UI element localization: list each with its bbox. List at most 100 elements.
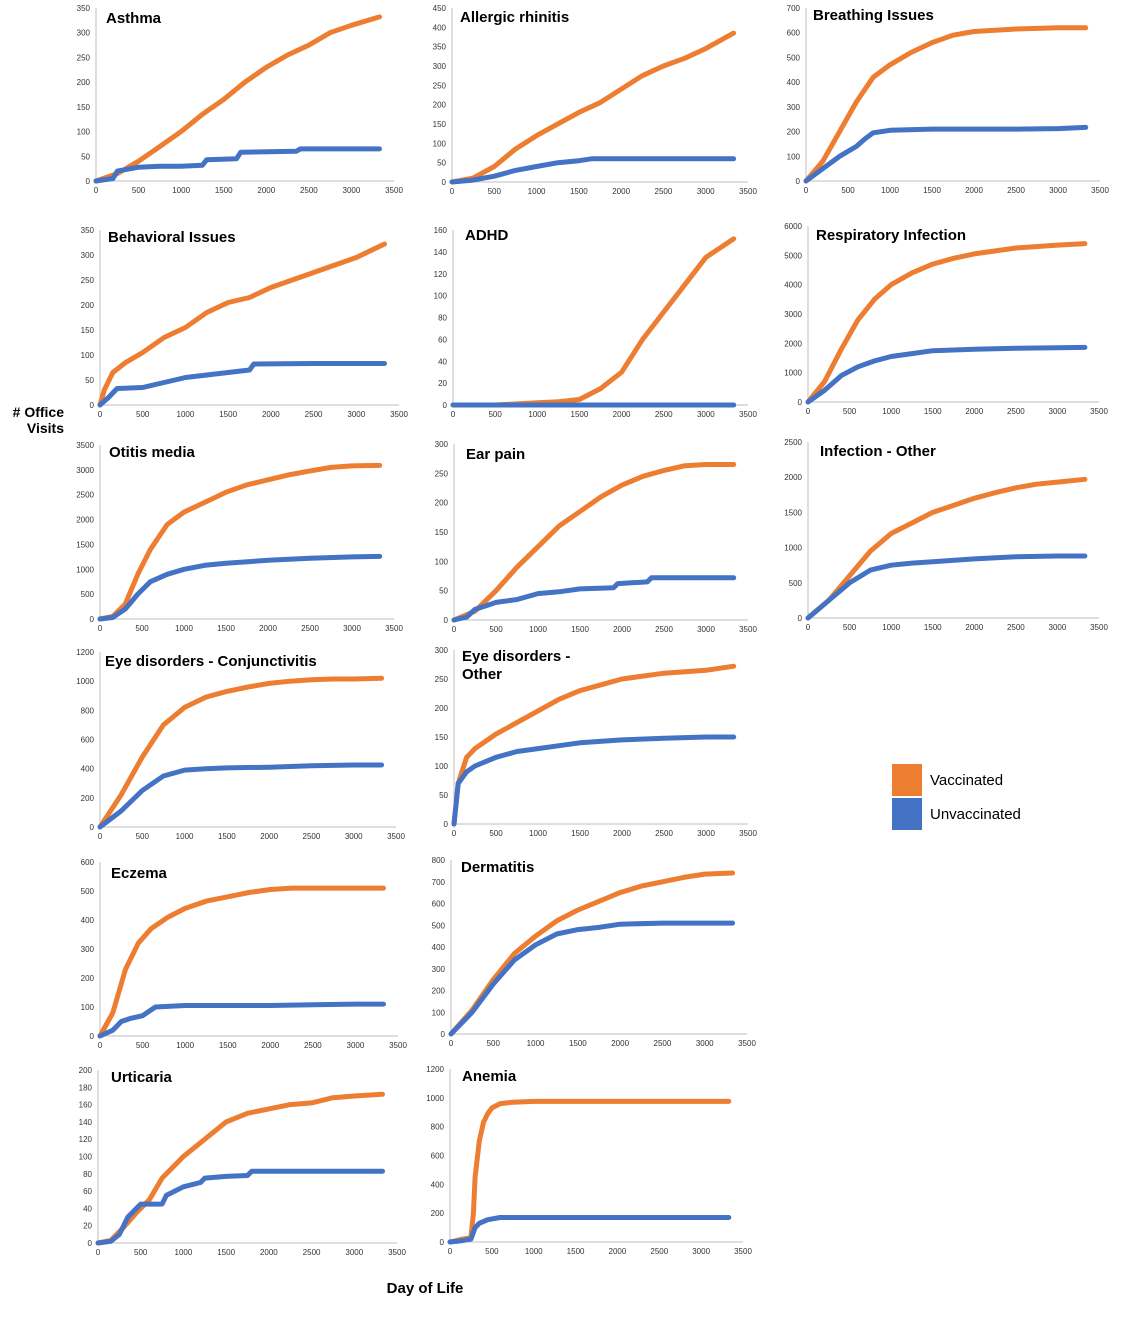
x-tick-label: 2000	[965, 407, 983, 416]
series-line-unvaccinated	[451, 734, 737, 827]
x-tick-label: 2000	[609, 1247, 627, 1256]
y-tick-label: 2500	[76, 491, 94, 500]
x-tick-label: 3500	[390, 410, 408, 419]
chart-title-line: Eye disorders -	[462, 648, 570, 665]
chart-title: Asthma	[106, 10, 162, 27]
y-tick-label: 350	[81, 226, 95, 235]
y-tick-label: 0	[90, 1032, 95, 1041]
y-tick-label: 500	[81, 887, 95, 896]
x-tick-label: 2500	[1007, 623, 1025, 632]
chart-panel: 0 20 40 60 80 100 120 140 160 0 500 1000 1500 2000 250…	[434, 226, 758, 419]
y-tick-label: 0	[796, 177, 801, 186]
x-tick-label: 0	[451, 410, 456, 419]
y-tick-label: 150	[433, 120, 447, 129]
y-tick-label: 450	[433, 4, 447, 13]
x-tick-label: 3000	[343, 624, 361, 633]
x-tick-label: 500	[488, 187, 502, 196]
x-tick-label: 2000	[260, 1248, 278, 1257]
y-tick-label: 5000	[784, 251, 802, 260]
x-tick-label: 2500	[655, 410, 673, 419]
y-tick-label: 80	[83, 1170, 92, 1179]
x-tick-label: 2500	[304, 1041, 322, 1050]
y-tick-label: 800	[432, 856, 446, 865]
y-tick-label: 700	[432, 878, 446, 887]
x-tick-label: 3000	[1049, 623, 1067, 632]
y-tick-label: 350	[77, 4, 91, 13]
y-tick-label: 200	[435, 499, 449, 508]
y-tick-label: 150	[435, 733, 449, 742]
y-tick-label: 100	[435, 762, 449, 771]
x-tick-label: 500	[134, 1248, 148, 1257]
series-line-vaccinated	[97, 885, 386, 1039]
x-tick-label: 3500	[385, 186, 403, 195]
chart-title: Dermatitis	[461, 859, 534, 876]
x-tick-label: 500	[487, 1039, 501, 1048]
y-tick-label: 1000	[784, 369, 802, 378]
x-tick-label: 3000	[1049, 186, 1067, 195]
x-tick-label: 3500	[1090, 407, 1108, 416]
y-tick-label: 0	[90, 401, 95, 410]
x-tick-label: 1000	[528, 410, 546, 419]
chart-title: Infection - Other	[820, 443, 936, 460]
x-tick-label: 1000	[176, 1041, 194, 1050]
y-tick-label: 700	[787, 4, 801, 13]
y-tick-label: 250	[435, 469, 449, 478]
x-tick-label: 2000	[260, 832, 278, 841]
x-tick-label: 0	[96, 1248, 101, 1257]
chart-panel: 0 100 200 300 400 500 600 700 800 0 500 1000 1500 200…	[432, 856, 757, 1048]
y-tick-label: 120	[434, 270, 448, 279]
x-tick-label: 0	[806, 623, 811, 632]
y-tick-label: 0	[86, 177, 91, 186]
y-tick-label: 2500	[784, 438, 802, 447]
x-tick-label: 0	[94, 186, 99, 195]
chart-title: ADHD	[465, 227, 508, 244]
x-tick-label: 1500	[569, 1039, 587, 1048]
series-line-vaccinated	[93, 14, 382, 184]
x-tick-label: 3500	[739, 829, 757, 838]
y-tick-label: 600	[81, 736, 95, 745]
x-tick-label: 0	[806, 407, 811, 416]
y-tick-label: 20	[438, 379, 447, 388]
y-tick-label: 250	[77, 53, 91, 62]
series-line-vaccinated	[97, 675, 385, 830]
series-line-unvaccinated	[447, 1215, 732, 1245]
chart-title: Allergic rhinitis	[460, 9, 569, 26]
x-tick-label: 0	[98, 832, 103, 841]
y-tick-label: 1000	[76, 677, 94, 686]
series-line-unvaccinated	[449, 156, 737, 185]
y-tick-label: 20	[83, 1222, 92, 1231]
y-tick-label: 80	[438, 314, 447, 323]
y-tick-label: 400	[433, 23, 447, 32]
y-tick-label: 0	[444, 820, 449, 829]
x-tick-label: 1500	[567, 1247, 585, 1256]
chart-title: Respiratory Infection	[816, 227, 966, 244]
x-tick-label: 1000	[172, 186, 190, 195]
chart-panel: 0 100 200 300 400 500 600 0 500 1000 1500 2000 2500 3…	[81, 858, 408, 1050]
x-tick-label: 1000	[175, 1248, 193, 1257]
y-tick-label: 600	[81, 858, 95, 867]
x-tick-label: 3000	[697, 625, 715, 634]
x-tick-label: 3500	[387, 832, 405, 841]
x-tick-label: 3500	[739, 187, 757, 196]
chart-title: Behavioral Issues	[108, 229, 236, 246]
y-tick-label: 1200	[426, 1065, 444, 1074]
x-tick-label: 1000	[177, 410, 195, 419]
x-tick-label: 3500	[739, 625, 757, 634]
x-tick-label: 3000	[345, 832, 363, 841]
x-tick-label: 500	[489, 625, 503, 634]
y-tick-label: 2000	[76, 516, 94, 525]
x-tick-label: 1000	[529, 625, 547, 634]
series-line-vaccinated	[95, 1091, 385, 1246]
x-tick-label: 1000	[525, 1247, 543, 1256]
x-axis-title: Day of Life	[386, 1280, 464, 1297]
y-tick-label: 100	[787, 152, 801, 161]
x-tick-label: 2000	[259, 624, 277, 633]
y-tick-label: 250	[435, 675, 449, 684]
y-tick-label: 300	[81, 251, 95, 260]
y-tick-label: 150	[77, 103, 91, 112]
